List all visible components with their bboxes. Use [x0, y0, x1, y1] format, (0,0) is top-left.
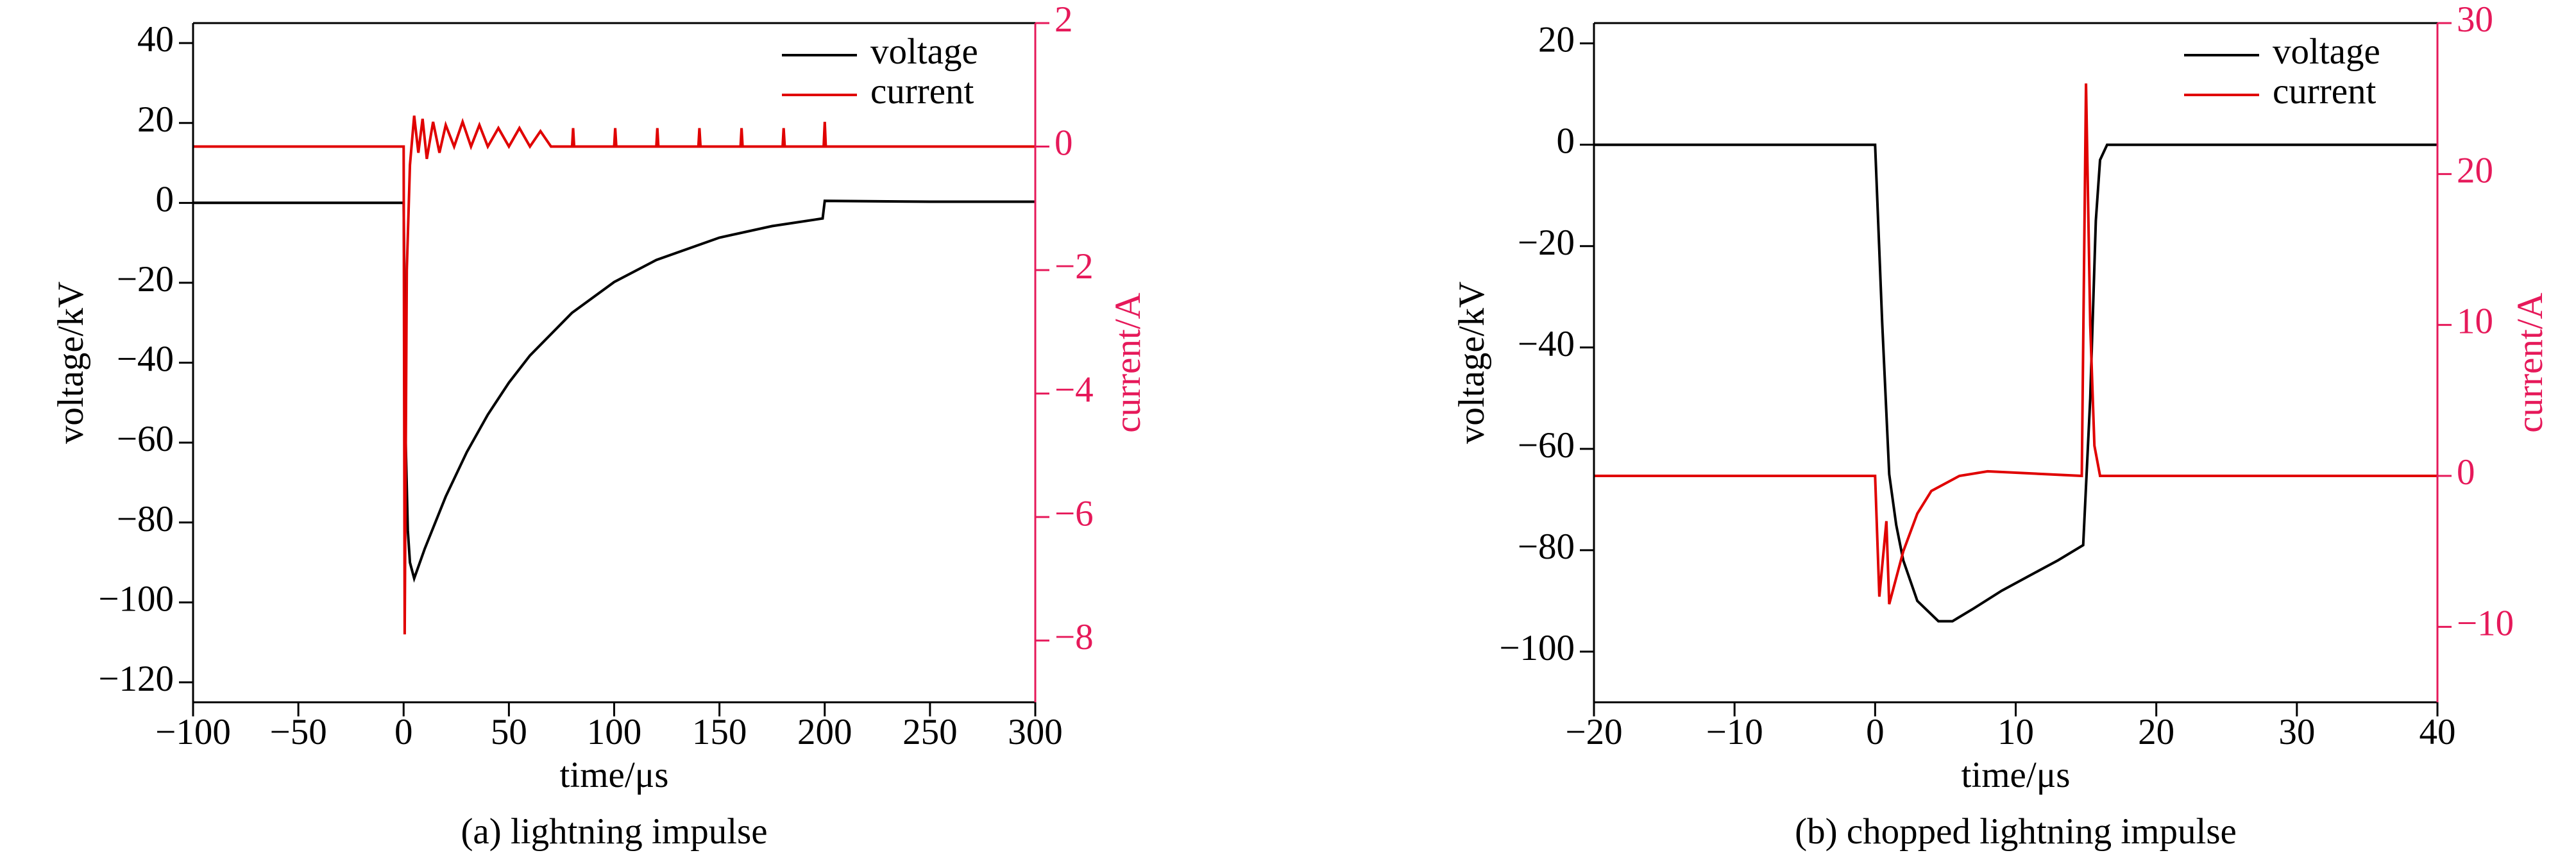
- caption: (a) lightning impulse: [461, 811, 767, 852]
- x-tick-label: 40: [2419, 712, 2456, 752]
- x-tick-label: 250: [902, 712, 958, 752]
- y2-axis-label: current/A: [1108, 292, 1148, 432]
- y2-axis-label: current/A: [2510, 292, 2550, 432]
- y2-tick-label: 10: [2457, 301, 2493, 342]
- legend-label: voltage: [2273, 31, 2380, 72]
- x-tick-label: −50: [270, 712, 327, 752]
- x-tick-label: 10: [1997, 712, 2034, 752]
- y-tick-label: −120: [98, 659, 174, 699]
- y-tick-label: −40: [117, 339, 174, 380]
- x-tick-label: 150: [692, 712, 747, 752]
- y-tick-label: −60: [117, 419, 174, 459]
- x-tick-label: 100: [587, 712, 642, 752]
- x-tick-label: 20: [2138, 712, 2174, 752]
- x-tick-label: 0: [394, 712, 413, 752]
- x-tick-label: −20: [1565, 712, 1622, 752]
- y2-tick-label: 30: [2457, 0, 2493, 40]
- y-tick-label: −80: [117, 499, 174, 539]
- y-tick-label: −40: [1518, 324, 1575, 364]
- y-tick-label: −20: [1518, 223, 1575, 263]
- x-tick-label: 200: [797, 712, 852, 752]
- y-tick-label: 20: [1538, 20, 1575, 60]
- y2-tick-label: −10: [2457, 603, 2514, 643]
- y-tick-label: 40: [137, 19, 174, 60]
- y2-tick-label: 20: [2457, 150, 2493, 190]
- data-line: [193, 199, 1035, 583]
- data-line: [193, 115, 1035, 635]
- y2-tick-label: −2: [1055, 246, 1094, 287]
- y-tick-label: −60: [1518, 425, 1575, 466]
- y2-tick-label: 2: [1055, 0, 1073, 40]
- legend-label: voltage: [870, 31, 978, 72]
- data-line: [1594, 143, 2437, 623]
- y-tick-label: −100: [98, 579, 174, 619]
- y2-tick-label: −8: [1055, 617, 1094, 657]
- legend-label: current: [2273, 71, 2377, 112]
- y-tick-label: −80: [1518, 527, 1575, 567]
- x-axis-label: time/μs: [560, 755, 669, 795]
- x-tick-label: 30: [2278, 712, 2315, 752]
- x-tick-label: 300: [1008, 712, 1063, 752]
- caption: (b) chopped lightning impulse: [1795, 811, 2237, 852]
- x-tick-label: −10: [1706, 712, 1763, 752]
- data-line: [1594, 83, 2437, 605]
- y-axis-label: voltage/kV: [1452, 282, 1492, 444]
- x-axis-label: time/μs: [1962, 755, 2071, 795]
- x-tick-label: 0: [1866, 712, 1885, 752]
- y2-tick-label: 0: [1055, 123, 1073, 164]
- legend-label: current: [870, 71, 974, 112]
- y2-tick-label: 0: [2457, 452, 2475, 493]
- y-tick-label: 0: [1557, 121, 1575, 162]
- x-tick-label: −100: [155, 712, 231, 752]
- y2-tick-label: −4: [1055, 370, 1094, 410]
- y-tick-label: 20: [137, 99, 174, 140]
- x-tick-label: 50: [491, 712, 527, 752]
- y-tick-label: −100: [1499, 628, 1575, 668]
- y-tick-label: −20: [117, 259, 174, 300]
- y-tick-label: 0: [156, 179, 174, 219]
- y2-tick-label: −6: [1055, 493, 1094, 534]
- y-axis-label: voltage/kV: [51, 282, 91, 444]
